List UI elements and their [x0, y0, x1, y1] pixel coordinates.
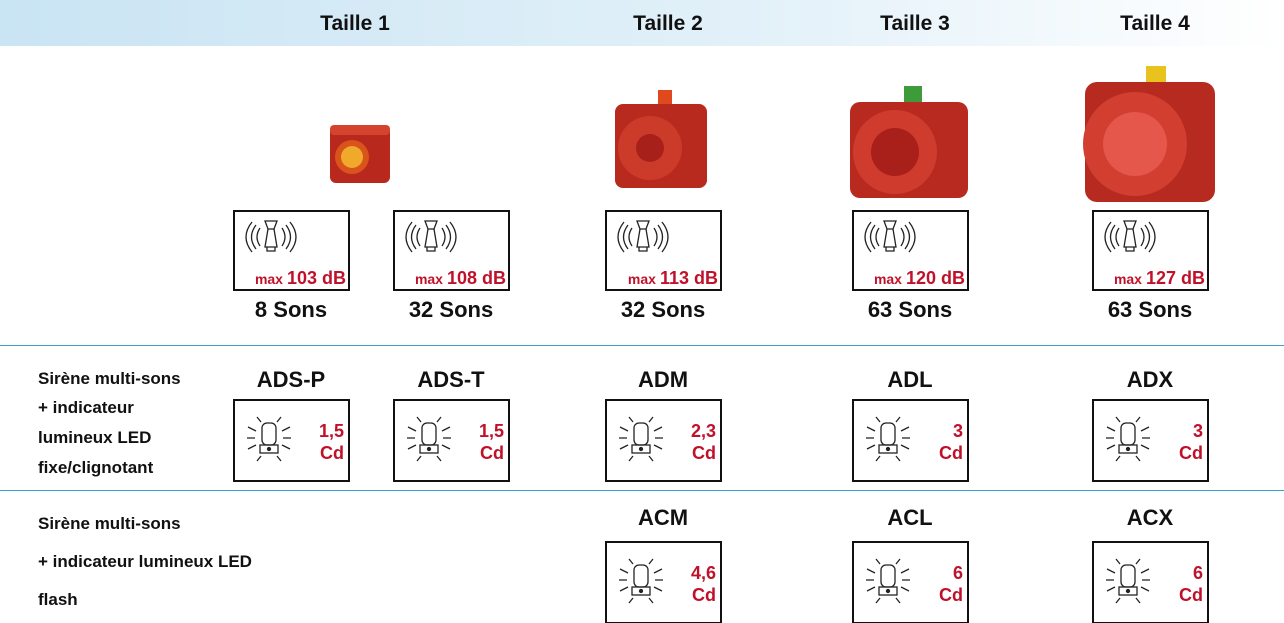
cd-value: 3: [952, 421, 963, 441]
light-box: 6 Cd: [852, 541, 969, 623]
cd-value: 4,6: [690, 563, 716, 583]
row-label: + indicateur lumineux LED: [38, 552, 252, 571]
db-value: 108 dB: [446, 268, 506, 288]
sounds-count: 63 Sons: [1107, 297, 1193, 322]
cd-unit: Cd: [320, 443, 344, 463]
product-taille-1: [330, 125, 390, 183]
max-db: max 103 dB: [255, 268, 346, 289]
cd-unit: Cd: [1179, 443, 1203, 463]
max-label: max: [254, 271, 283, 287]
sounds-count: 63 Sons: [867, 297, 953, 322]
product-name: ACL: [887, 505, 933, 530]
cd-value: 2,3: [690, 421, 716, 441]
cd-unit: Cd: [939, 585, 963, 605]
product-name: ACX: [1126, 505, 1174, 530]
light-box: 4,6 Cd: [605, 541, 722, 623]
cd-unit: Cd: [692, 585, 716, 605]
cd-value: 1,5: [318, 421, 344, 441]
cd-value: 3: [1192, 421, 1203, 441]
light-box: 3 Cd: [1092, 399, 1209, 482]
cd-unit: Cd: [939, 443, 963, 463]
divider: [0, 345, 1284, 346]
sounds-count: 8 Sons: [254, 297, 328, 322]
size-heading: Taille 1: [320, 12, 390, 35]
size-heading: Taille 4: [1120, 12, 1190, 35]
max-label: max: [627, 271, 656, 287]
sounds-count: 32 Sons: [620, 297, 706, 322]
max-db: max 127 dB: [1114, 268, 1205, 289]
row-label: flash: [38, 590, 78, 609]
max-db: max 120 dB: [874, 268, 965, 289]
db-value: 127 dB: [1145, 268, 1205, 288]
size-heading: Taille 3: [880, 12, 950, 35]
product-taille-4: [1083, 66, 1215, 202]
max-label: max: [1113, 271, 1142, 287]
light-box: 1,5 Cd: [393, 399, 510, 482]
header-band: [0, 0, 1284, 46]
cd-value: 6: [1192, 563, 1203, 583]
product-name: ADX: [1126, 367, 1174, 392]
max-label: max: [873, 271, 902, 287]
product-name: ADL: [887, 367, 933, 392]
product-name: ACM: [637, 505, 689, 530]
sound-box: max 127 dB: [1092, 210, 1209, 291]
sounds-count: 32 Sons: [408, 297, 494, 322]
cd-value: 1,5: [478, 421, 504, 441]
row-label: Sirène multi-sons: [38, 514, 181, 533]
sound-box: max 108 dB: [393, 210, 510, 291]
product-name: ADS-T: [417, 367, 485, 392]
light-box: 3 Cd: [852, 399, 969, 482]
light-box: 6 Cd: [1092, 541, 1209, 623]
cd-unit: Cd: [480, 443, 504, 463]
product-taille-3: [850, 86, 968, 198]
cd-unit: Cd: [1179, 585, 1203, 605]
divider: [0, 490, 1284, 491]
sound-box: max 113 dB: [605, 210, 722, 291]
product-name: ADM: [637, 367, 689, 392]
cd-value: 6: [952, 563, 963, 583]
product-taille-2: [615, 90, 707, 188]
db-value: 103 dB: [286, 268, 346, 288]
light-box: 2,3 Cd: [605, 399, 722, 482]
product-name: ADS-P: [256, 367, 326, 392]
db-value: 120 dB: [905, 268, 965, 288]
light-box: 1,5 Cd: [233, 399, 350, 482]
db-value: 113 dB: [659, 268, 718, 288]
max-db: max 108 dB: [415, 268, 506, 289]
max-label: max: [414, 271, 443, 287]
sound-box: max 120 dB: [852, 210, 969, 291]
row-label: lumineux LED: [38, 428, 152, 447]
row-label: Sirène multi-sons: [38, 369, 181, 388]
size-heading: Taille 2: [633, 12, 703, 35]
row-label: + indicateur: [38, 398, 134, 417]
row-label: fixe/clignotant: [38, 458, 154, 477]
max-db: max 113 dB: [628, 268, 718, 289]
sound-box: max 103 dB: [233, 210, 350, 291]
cd-unit: Cd: [692, 443, 716, 463]
